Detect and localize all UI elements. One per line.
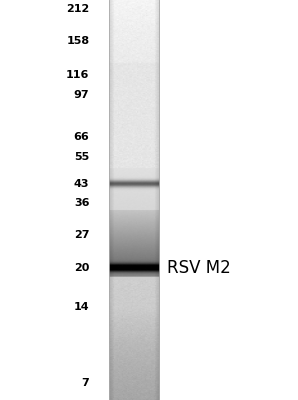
Text: 14: 14 <box>74 302 89 312</box>
Text: 7: 7 <box>82 378 89 388</box>
Text: 55: 55 <box>74 152 89 162</box>
Text: RSV M2: RSV M2 <box>167 259 231 277</box>
Text: 97: 97 <box>74 90 89 100</box>
Text: 212: 212 <box>66 4 89 14</box>
Text: 158: 158 <box>66 36 89 46</box>
Text: 20: 20 <box>74 263 89 273</box>
Text: 66: 66 <box>74 132 89 142</box>
Text: 27: 27 <box>74 230 89 240</box>
Text: 116: 116 <box>66 70 89 80</box>
Text: 43: 43 <box>74 179 89 189</box>
Text: 36: 36 <box>74 198 89 208</box>
